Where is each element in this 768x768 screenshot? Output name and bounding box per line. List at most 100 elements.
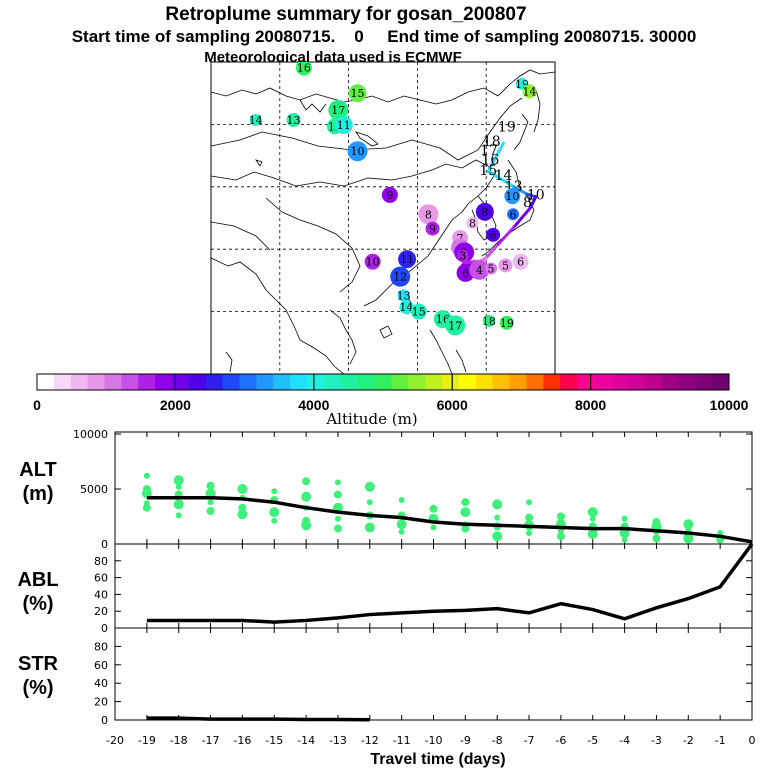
str-panel: 0 20 40 60 80 STR(%)	[18, 627, 753, 727]
day-marker: 15	[410, 303, 427, 320]
day-marker-label: 17	[448, 319, 462, 332]
day-marker: 4	[469, 259, 490, 280]
y-tick-label: 0	[101, 714, 108, 727]
track-segment	[484, 244, 499, 260]
colorbar-segment	[627, 374, 646, 390]
altitude-point	[396, 519, 407, 530]
x-tick-label: -10	[425, 734, 443, 747]
altitude-point	[430, 524, 437, 531]
colorbar-tick-label: 2000	[160, 397, 191, 413]
day-marker: 17	[480, 143, 498, 159]
sampling-time: Start time of sampling 20080715. 0 End t…	[72, 27, 697, 46]
day-marker-label: 8	[469, 217, 476, 230]
y-tick-label: 80	[94, 640, 108, 653]
altitude-point	[206, 481, 215, 490]
day-marker-label: 9	[386, 189, 393, 202]
altitude-point	[173, 475, 184, 486]
altitude-colorbar: 0 2000 4000 6000 8000 10000 Altitude (m)	[33, 373, 749, 428]
x-tick-label: -11	[393, 734, 411, 747]
day-marker-dot	[397, 289, 410, 302]
x-tick-label: -16	[233, 734, 251, 747]
colorbar-segment	[155, 374, 173, 390]
colorbar-segment	[37, 374, 55, 390]
y-tick-label: 5000	[80, 483, 108, 496]
day-marker-label: 10	[351, 145, 365, 158]
colorbar-segment	[87, 374, 106, 390]
colorbar-segment	[104, 374, 122, 390]
colorbar-segment	[543, 374, 561, 390]
day-marker: 17	[328, 100, 349, 121]
day-marker-dot	[456, 249, 469, 262]
day-marker-dot	[486, 227, 501, 242]
colorbar-segment	[577, 374, 595, 390]
day-marker-label: 10	[366, 256, 380, 269]
x-tick-label: -4	[619, 734, 630, 747]
colorbar-segment	[526, 374, 544, 390]
day-marker-label: 19	[498, 120, 516, 136]
x-tick-label: -2	[683, 734, 694, 747]
panel-yunit: (%)	[22, 677, 53, 699]
x-tick-label: -9	[460, 734, 471, 747]
day-marker-dot	[425, 221, 440, 236]
colorbar-segment	[442, 374, 460, 390]
x-tick-label: -5	[587, 734, 598, 747]
day-marker-label: 16	[297, 62, 311, 75]
day-marker-label: 5	[488, 263, 495, 276]
colorbar-segment	[458, 374, 477, 390]
day-marker-label: 15	[479, 163, 497, 179]
altitude-point	[556, 512, 565, 521]
day-marker: 6	[507, 208, 520, 221]
colorbar-segment	[53, 374, 72, 390]
day-marker: 8	[466, 216, 479, 230]
panel-yunit: (%)	[22, 593, 53, 615]
day-marker: 10	[527, 188, 545, 204]
day-marker-label: 14	[399, 301, 413, 314]
track-segment	[512, 185, 529, 196]
y-tick-label: 0	[101, 538, 108, 551]
altitude-point	[302, 477, 311, 486]
day-marker-label: 14	[249, 114, 263, 127]
day-marker-label: 12	[393, 271, 407, 284]
alt-panel: 0 5000 10000 ALT(m)	[19, 428, 753, 551]
y-tick-label: 20	[94, 605, 108, 618]
day-marker-label: 19	[500, 317, 514, 330]
altitude-point	[269, 507, 280, 518]
colorbar-tick-label: 4000	[298, 397, 329, 413]
day-marker-dot	[249, 114, 262, 127]
x-tick-label: -17	[202, 734, 220, 747]
day-marker-label: 6	[517, 256, 524, 269]
altitude-point	[175, 483, 182, 490]
day-marker-label: 10	[505, 190, 519, 203]
day-marker: 17	[445, 315, 466, 336]
day-marker-dot	[295, 62, 312, 76]
x-tick-label: -20	[106, 734, 124, 747]
day-marker-label: 6	[510, 208, 517, 221]
altitude-point	[683, 519, 694, 530]
day-marker: 8	[523, 195, 532, 211]
colorbar-segment	[205, 374, 224, 390]
day-marker-dot	[334, 116, 353, 135]
altitude-point	[238, 503, 247, 512]
day-marker-dot	[348, 84, 367, 103]
day-marker-label: 3	[459, 249, 466, 262]
day-marker-dot	[328, 100, 349, 121]
day-marker-dot	[469, 259, 490, 280]
x-tick-label: -13	[329, 734, 347, 747]
altitude-point	[526, 499, 533, 506]
day-marker-label: 10	[527, 188, 545, 204]
day-marker: 15	[479, 163, 497, 179]
colorbar-segment	[425, 374, 443, 390]
day-marker-label: 17	[480, 143, 498, 159]
colorbar-tick-label: 10000	[710, 397, 749, 413]
altitude-point	[206, 507, 215, 515]
altitude-point	[301, 520, 312, 531]
altitude-point	[398, 528, 405, 535]
day-marker-dot	[381, 186, 398, 203]
colorbar-tick-label: 0	[33, 397, 41, 413]
colorbar-segment	[70, 374, 89, 390]
panel-yunit: (m)	[22, 483, 53, 505]
abl-line	[146, 542, 754, 624]
panel-frame	[114, 543, 753, 629]
altitude-point	[364, 481, 375, 492]
map-frame	[210, 61, 556, 375]
